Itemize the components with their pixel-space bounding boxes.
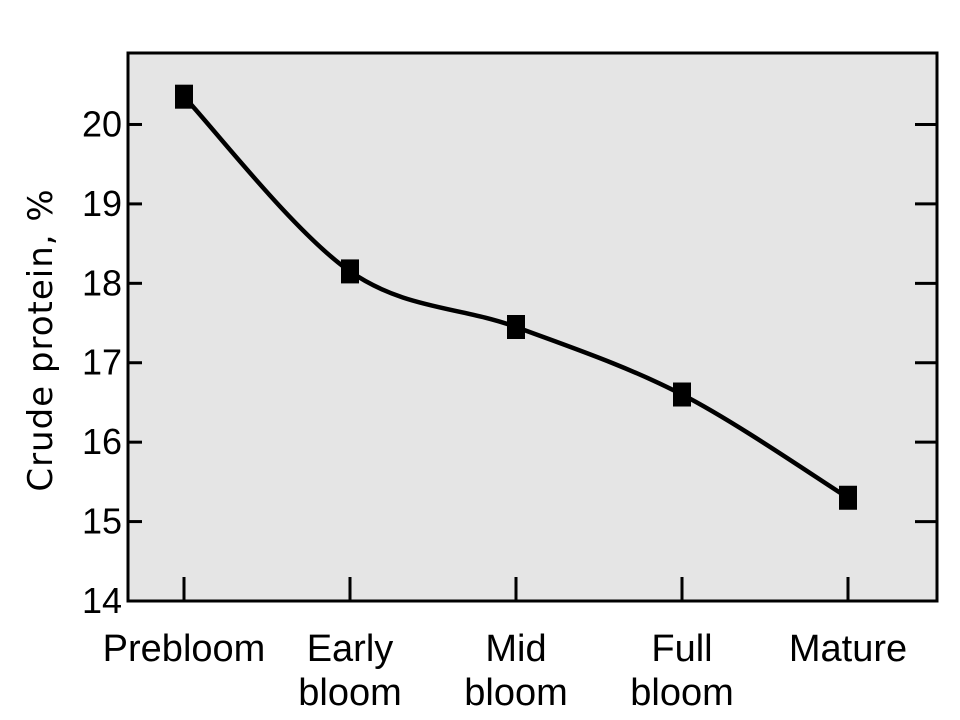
x-category-label-line: Mid (485, 628, 546, 670)
x-category-label: Mature (789, 628, 907, 670)
x-category-label-line: Mature (789, 628, 907, 670)
x-category-label-line: Full (651, 628, 712, 670)
plot-frame (126, 51, 939, 603)
data-point-marker (507, 315, 525, 339)
y-axis-tick-labels: 14 15 16 17 18 19 20 (82, 103, 122, 621)
y-tick-label: 18 (82, 262, 122, 303)
plot-background (128, 53, 937, 601)
series-markers (175, 84, 857, 510)
y-axis-ticks (128, 122, 937, 603)
data-point-marker (673, 382, 691, 407)
x-category-label: Early bloom (298, 628, 402, 714)
data-point-marker (175, 84, 193, 109)
y-tick-label: 17 (82, 342, 122, 383)
data-point-marker (341, 259, 359, 284)
y-tick-label: 19 (82, 183, 122, 224)
x-category-label: Full bloom (630, 628, 734, 714)
x-category-label-line: bloom (464, 672, 568, 714)
x-category-label: Prebloom (103, 628, 266, 670)
y-tick-label: 20 (82, 103, 122, 144)
x-category-label-line: Prebloom (103, 628, 266, 670)
x-category-label-line: bloom (630, 672, 734, 714)
x-category-label-line: bloom (298, 672, 402, 714)
x-axis-ticks (182, 577, 850, 601)
y-tick-label: 14 (82, 580, 122, 621)
y-tick-label: 15 (82, 501, 122, 542)
x-category-label-line: Early (307, 628, 394, 670)
data-point-marker (839, 485, 857, 510)
x-category-label: Mid bloom (464, 628, 568, 714)
y-tick-label: 16 (82, 421, 122, 462)
y-axis-title: Crude protein, % (21, 188, 61, 491)
